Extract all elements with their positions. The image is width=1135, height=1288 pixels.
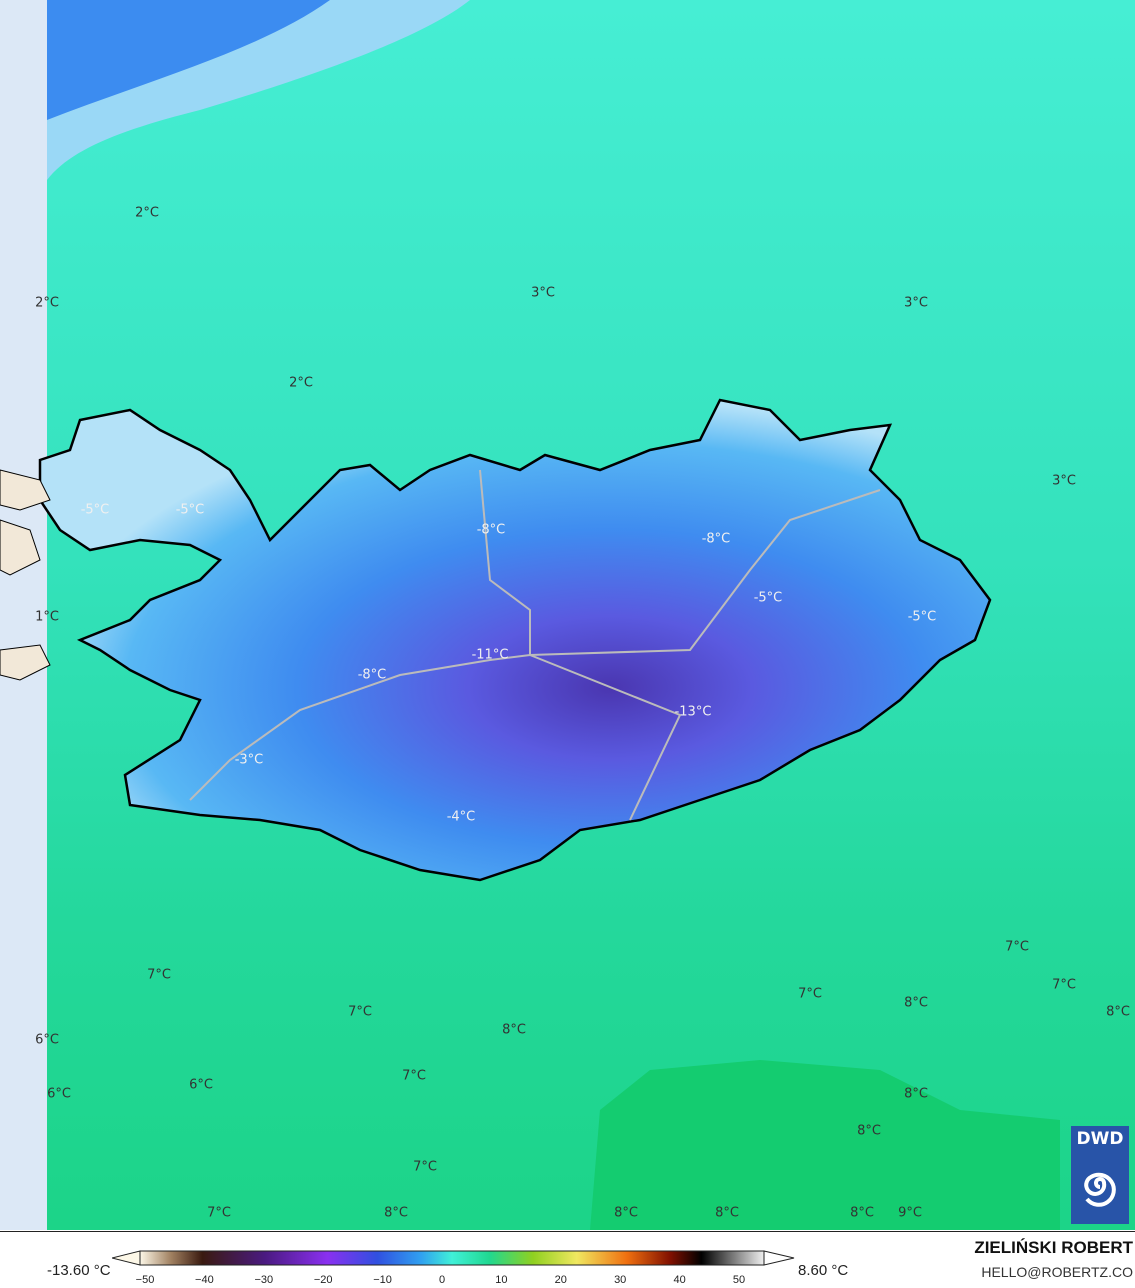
temperature-label: 7°C (1005, 940, 1029, 955)
temperature-label: 7°C (413, 1160, 437, 1175)
temperature-label: 1°C (35, 610, 59, 625)
temperature-label: 6°C (189, 1078, 213, 1093)
temperature-label: -11°C (472, 648, 509, 663)
colorbar-tick: −50 (135, 1274, 155, 1286)
temperature-label: -5°C (81, 503, 110, 518)
colorbar-tick: 20 (554, 1274, 567, 1286)
temperature-label: 2°C (35, 296, 59, 311)
temperature-label: -4°C (447, 810, 476, 825)
colorbar-tick: −10 (373, 1274, 392, 1286)
colorbar (112, 1250, 795, 1266)
temperature-label: 7°C (147, 968, 171, 983)
temperature-labels: 2°C 2°C 3°C 3°C 2°C 3°C -5°C -5°C -8°C -8°C -5°C -5… (35, 206, 1130, 1221)
temperature-label: 6°C (47, 1087, 71, 1102)
temperature-label: 8°C (850, 1206, 874, 1221)
colorbar-min-label: -13.60 °C (47, 1262, 111, 1279)
temperature-label: 8°C (857, 1124, 881, 1139)
colorbar-tick: −20 (313, 1274, 333, 1286)
author-email: HELLO@ROBERTZ.CO (981, 1264, 1133, 1280)
greenland-coast (0, 469, 51, 681)
temperature-label: 7°C (798, 987, 822, 1002)
temperature-label: 8°C (904, 1087, 928, 1102)
author-name: ZIELIŃSKI ROBERT (974, 1238, 1133, 1257)
temperature-label: 7°C (207, 1206, 231, 1221)
temperature-label: -5°C (754, 591, 783, 606)
temperature-label: 8°C (502, 1023, 526, 1038)
colorbar-tick: 50 (732, 1274, 746, 1286)
temperature-label: 3°C (904, 296, 928, 311)
dwd-logo-text: DWD (1076, 1129, 1124, 1149)
colorbar-tick: −30 (254, 1274, 274, 1286)
colorbar-tick: −40 (195, 1274, 214, 1286)
temperature-label: 8°C (904, 996, 928, 1011)
dwd-logo: DWD (1071, 1126, 1129, 1224)
road-network-north (479, 469, 881, 657)
cold-core-northwest (47, 0, 330, 120)
temperature-label: 2°C (135, 206, 159, 221)
spiral-icon (1084, 1172, 1116, 1207)
temperature-label: 8°C (614, 1206, 638, 1221)
temperature-label: 7°C (348, 1005, 372, 1020)
colorbar-tick: 30 (614, 1274, 627, 1286)
iceland (38, 398, 992, 882)
temperature-label: 8°C (715, 1206, 739, 1221)
colorbar-tick: 40 (673, 1274, 686, 1286)
temperature-label: -8°C (358, 668, 387, 683)
temperature-label: 8°C (384, 1206, 408, 1221)
left-margin-strip (0, 0, 47, 1230)
warm-area-south (590, 1060, 1060, 1230)
temperature-label: -8°C (702, 532, 731, 547)
road-network (189, 653, 682, 821)
temperature-label: 3°C (1052, 474, 1076, 489)
temperature-label: 8°C (1106, 1005, 1130, 1020)
temperature-label: -3°C (235, 753, 264, 768)
temperature-label: 9°C (898, 1206, 922, 1221)
temperature-label: -13°C (675, 705, 712, 720)
colorbar-tick: 10 (495, 1274, 508, 1286)
footer: -13.60 °C −50 −40 −30 −20 −10 0 10 20 30 40 50 8.6… (0, 1231, 1135, 1288)
colorbar-tick: 0 (438, 1274, 446, 1286)
temperature-label: 7°C (402, 1069, 426, 1084)
temperature-label: 7°C (1052, 978, 1076, 993)
temperature-map: 2°C 2°C 3°C 3°C 2°C 3°C -5°C -5°C -8°C -8°C -5°C -5… (0, 0, 1135, 1230)
temperature-label: 2°C (289, 376, 313, 391)
temperature-label: 6°C (35, 1033, 59, 1048)
colorbar-max-label: 8.60 °C (798, 1262, 849, 1279)
temperature-label: -8°C (477, 523, 506, 538)
temperature-label: 3°C (531, 286, 555, 301)
temperature-label: -5°C (176, 503, 205, 518)
temperature-label: -5°C (908, 610, 937, 625)
